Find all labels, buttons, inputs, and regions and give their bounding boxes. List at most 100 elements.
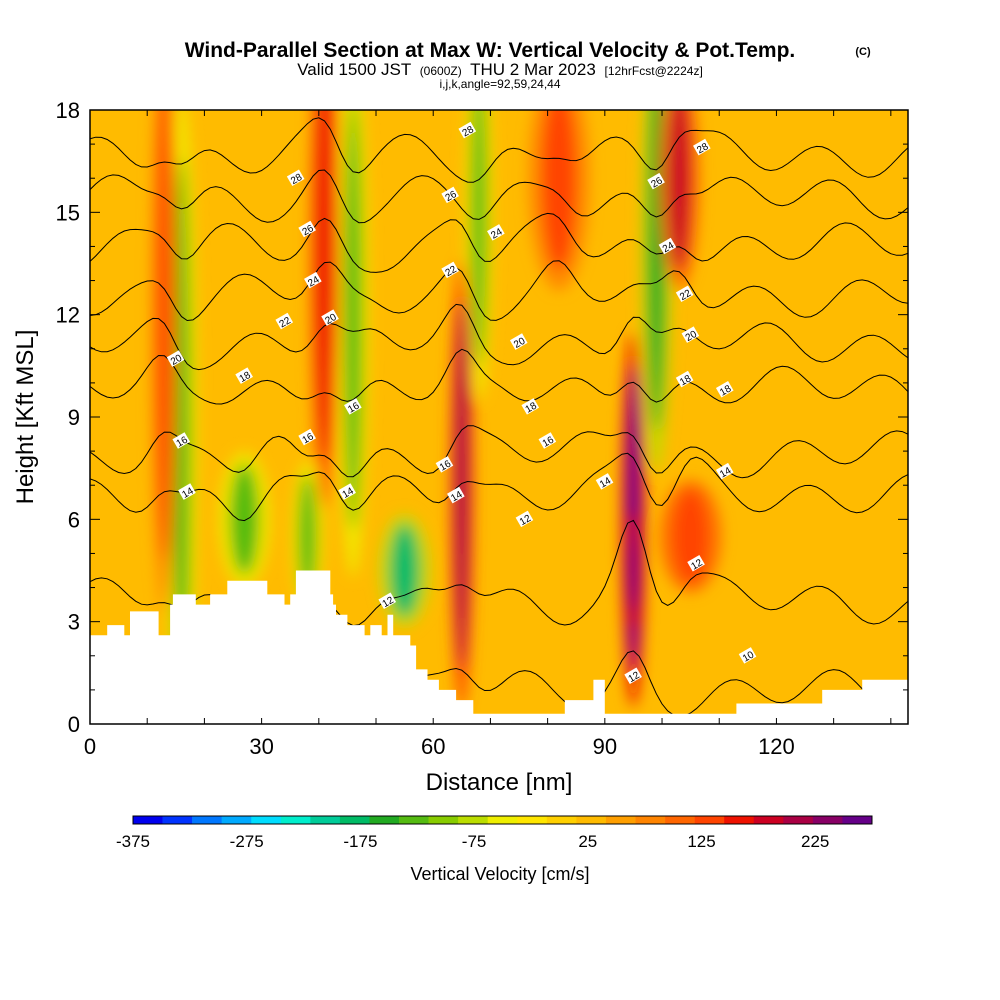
contour-label: 24: [487, 224, 505, 242]
contour-label: 12: [687, 555, 705, 573]
colorbar-swatch: [546, 816, 577, 824]
contour-label: 22: [275, 312, 293, 330]
chart-title-suffix: (C): [855, 46, 871, 58]
colorbar-swatch: [783, 816, 814, 824]
velocity-cell: [390, 524, 419, 617]
terrain-mask: [90, 570, 908, 724]
svg-text:20: 20: [169, 353, 185, 368]
colorbar-tick-label: -375: [116, 832, 150, 851]
colorbar-swatch: [458, 816, 489, 824]
colorbar-swatch: [605, 816, 636, 824]
colorbar-swatch: [251, 816, 282, 824]
svg-text:10: 10: [741, 649, 757, 664]
colorbar-swatch: [221, 816, 252, 824]
colorbar-swatch: [162, 816, 193, 824]
contour-label: 14: [178, 483, 196, 501]
y-axis-label: Height [Kft MSL]: [12, 330, 39, 505]
colorbar-swatch: [812, 816, 843, 824]
colorbar-swatch: [428, 816, 459, 824]
svg-text:18: 18: [524, 400, 540, 415]
colorbar-swatch: [192, 816, 222, 824]
contour-label: 16: [172, 432, 190, 450]
theta-contour-line: [90, 169, 908, 224]
y-tick-label: 3: [68, 610, 80, 635]
svg-text:22: 22: [678, 288, 694, 303]
x-axis: 0 30 60 90 120: [84, 110, 892, 759]
svg-text:28: 28: [289, 172, 305, 187]
colorbar-tick-label: -275: [230, 832, 264, 851]
svg-text:26: 26: [444, 189, 460, 204]
colorbar-frame: [132, 815, 873, 825]
chart-meta: i,j,k,angle=92,59,24,44: [439, 77, 560, 91]
svg-text:20: 20: [684, 329, 700, 344]
svg-text:20: 20: [323, 312, 339, 327]
x-tick-label: 120: [758, 734, 795, 759]
svg-text:26: 26: [649, 175, 665, 190]
theta-contour-line: [90, 452, 908, 522]
contour-label: 24: [304, 271, 322, 289]
contour-label: 20: [321, 309, 339, 327]
colorbar-swatch: [369, 816, 400, 824]
contour-label: 16: [435, 456, 453, 474]
colorbar: -375 -275 -175 -75 25 125 225: [116, 815, 873, 851]
y-tick-label: 18: [56, 98, 80, 123]
colorbar-swatch: [133, 816, 163, 824]
svg-text:12: 12: [689, 557, 705, 572]
contour-label: 16: [298, 428, 316, 446]
svg-text:14: 14: [598, 475, 614, 490]
y-tick-label: 15: [56, 200, 80, 225]
contour-label: 26: [647, 172, 665, 190]
velocity-cell: [667, 110, 691, 271]
y-axis: 0 3 6 9 12 15 18: [56, 98, 908, 737]
chart-title: Wind-Parallel Section at Max W: Vertical…: [185, 39, 796, 62]
contour-label: 20: [166, 350, 185, 368]
x-tick-label: 0: [84, 734, 96, 759]
contour-label: 18: [715, 381, 734, 399]
theta-contour-line: [90, 303, 908, 371]
contour-label: 12: [515, 510, 534, 528]
svg-text:12: 12: [627, 670, 643, 685]
subtitle-forecast: [12hrFcst@2224z]: [605, 64, 703, 78]
subtitle-utc: (0600Z): [420, 64, 462, 78]
theta-contour-line: [90, 117, 908, 183]
contour-label: 10: [738, 647, 757, 665]
velocity-cell: [471, 110, 487, 366]
svg-text:16: 16: [541, 434, 557, 449]
contour-label: 22: [441, 261, 460, 279]
y-tick-label: 0: [68, 712, 80, 737]
contour-label: 14: [715, 462, 734, 480]
y-tick-label: 9: [68, 405, 80, 430]
svg-text:22: 22: [444, 264, 460, 279]
contour-label: 28: [693, 138, 711, 156]
theta-contour-line: [90, 425, 908, 479]
svg-text:18: 18: [238, 370, 254, 385]
subtitle-date: THU 2 Mar 2023: [470, 60, 596, 79]
colorbar-tick-label: 25: [578, 832, 597, 851]
svg-text:20: 20: [512, 336, 528, 351]
x-tick-label: 60: [421, 734, 445, 759]
colorbar-swatch: [280, 816, 311, 824]
contour-label: 18: [675, 370, 694, 388]
theta-contour-labels: 12 14 16 18 20 22 24 26 28 20 16 16 14 16 14 22 26 28 24 20…: [166, 121, 757, 685]
colorbar-tick-label: -175: [343, 832, 377, 851]
svg-text:28: 28: [695, 141, 711, 156]
contour-label: 14: [447, 486, 465, 504]
velocity-cell: [344, 110, 362, 530]
svg-text:16: 16: [346, 400, 362, 415]
svg-text:12: 12: [518, 513, 534, 528]
svg-text:24: 24: [489, 226, 505, 241]
colorbar-swatch: [753, 816, 784, 824]
velocity-cell: [315, 110, 334, 462]
velocity-cell: [628, 524, 639, 617]
svg-text:14: 14: [341, 486, 357, 501]
contour-label: 22: [675, 285, 694, 303]
x-axis-label: Distance [nm]: [426, 769, 573, 796]
theta-contour-line: [90, 260, 908, 322]
contour-label: 14: [595, 473, 614, 491]
svg-text:12: 12: [381, 595, 397, 610]
colorbar-swatch: [399, 816, 429, 824]
colorbar-swatch: [724, 816, 755, 824]
velocity-field: [150, 110, 722, 724]
colorbar-swatch: [517, 816, 548, 824]
